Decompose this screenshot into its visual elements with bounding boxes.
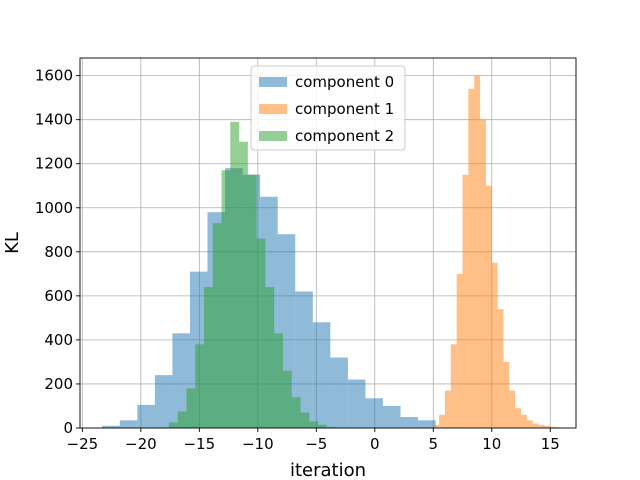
y-tick-label: 600 bbox=[44, 287, 73, 305]
x-tick-label: −25 bbox=[67, 435, 99, 453]
x-tick-label: −20 bbox=[125, 435, 157, 453]
histogram-bar bbox=[521, 414, 527, 428]
x-tick-label: −10 bbox=[242, 435, 274, 453]
histogram-bar bbox=[509, 390, 516, 428]
histogram-bar bbox=[326, 426, 336, 428]
histogram-bar bbox=[450, 344, 457, 428]
histogram-bar bbox=[221, 170, 231, 429]
histogram-bar bbox=[330, 357, 348, 428]
histogram-bar bbox=[544, 425, 551, 428]
y-tick-label: 0 bbox=[63, 419, 73, 437]
histogram-bar bbox=[503, 361, 510, 428]
histogram-bar bbox=[309, 421, 319, 428]
legend-label: component 0 bbox=[295, 73, 394, 91]
histogram-bar bbox=[439, 414, 445, 428]
y-tick-label: 1000 bbox=[35, 199, 73, 217]
histogram-bar bbox=[382, 405, 401, 428]
histogram-bar bbox=[538, 424, 545, 428]
histogram-bar bbox=[400, 416, 419, 428]
histogram-bar bbox=[515, 408, 522, 428]
y-tick-label: 1600 bbox=[35, 67, 73, 85]
y-tick-label: 400 bbox=[44, 331, 73, 349]
legend-swatch bbox=[259, 77, 287, 87]
histogram-bar bbox=[474, 75, 481, 428]
histogram-bar bbox=[256, 238, 266, 428]
histogram-bar bbox=[468, 88, 475, 428]
histogram-bar bbox=[491, 262, 498, 428]
x-tick-label: −15 bbox=[183, 435, 215, 453]
histogram-bar bbox=[365, 398, 383, 428]
histogram-bar bbox=[212, 223, 222, 428]
histogram-bar bbox=[239, 141, 248, 428]
histogram-bar bbox=[456, 273, 463, 428]
histogram-bar bbox=[186, 388, 196, 428]
legend-box bbox=[250, 65, 406, 151]
histogram-bars bbox=[102, 75, 562, 429]
histogram-bar bbox=[462, 174, 469, 428]
histogram-bar bbox=[347, 379, 366, 428]
y-axis-ticks: 0 200 400 600 800 1000 1200 1400 1600 bbox=[35, 67, 80, 437]
histogram-bar bbox=[444, 390, 451, 428]
histogram-bar bbox=[433, 424, 440, 428]
histogram-bar bbox=[172, 333, 190, 428]
legend-swatch bbox=[259, 131, 287, 141]
plot-frame bbox=[79, 57, 577, 429]
x-tick-label: 0 bbox=[370, 435, 380, 453]
series-2-bars bbox=[168, 121, 336, 429]
x-tick-label: 10 bbox=[482, 435, 501, 453]
histogram-bar bbox=[291, 397, 301, 428]
histogram-bar bbox=[312, 322, 331, 428]
histogram-bar bbox=[154, 375, 173, 428]
histogram-bar bbox=[204, 287, 213, 428]
histogram-bar bbox=[168, 422, 178, 428]
y-tick-label: 200 bbox=[44, 375, 73, 393]
histogram-bar bbox=[119, 420, 138, 428]
x-axis-label: iteration bbox=[290, 460, 366, 480]
x-axis-ticks: −25 −20 −15 −10 −5 0 5 10 15 bbox=[67, 428, 560, 453]
histogram-bar bbox=[480, 119, 486, 429]
x-tick-label: 5 bbox=[429, 435, 439, 453]
histogram-bar bbox=[300, 412, 310, 428]
histogram-bar bbox=[497, 309, 504, 428]
histogram-bar bbox=[418, 420, 436, 428]
histogram-bar bbox=[102, 425, 120, 428]
histogram-bar bbox=[532, 423, 539, 428]
histogram-bar bbox=[177, 411, 187, 428]
histogram-bar bbox=[265, 287, 275, 428]
histogram-bar bbox=[274, 333, 283, 428]
y-tick-label: 800 bbox=[44, 243, 73, 261]
histogram-bar bbox=[485, 185, 492, 428]
histogram-bar bbox=[282, 370, 292, 428]
y-tick-label: 1400 bbox=[35, 111, 73, 129]
legend: component 0 component 1 component 2 bbox=[250, 65, 406, 151]
y-axis-label: KL bbox=[2, 232, 23, 254]
histogram-bar bbox=[195, 344, 204, 428]
histogram-bar bbox=[247, 174, 257, 428]
histogram-bar bbox=[526, 420, 533, 428]
histogram-bar bbox=[295, 291, 313, 428]
x-tick-label: 15 bbox=[541, 435, 560, 453]
histogram-bar bbox=[230, 121, 240, 428]
series-1-bars bbox=[433, 75, 562, 429]
x-tick-label: −5 bbox=[305, 435, 327, 453]
histogram-bar bbox=[137, 404, 155, 428]
legend-swatch bbox=[259, 104, 287, 114]
legend-label: component 2 bbox=[295, 127, 394, 145]
histogram-bar bbox=[318, 424, 327, 428]
y-tick-label: 1200 bbox=[35, 155, 73, 173]
legend-label: component 1 bbox=[295, 100, 394, 118]
histogram-bar bbox=[550, 426, 557, 428]
